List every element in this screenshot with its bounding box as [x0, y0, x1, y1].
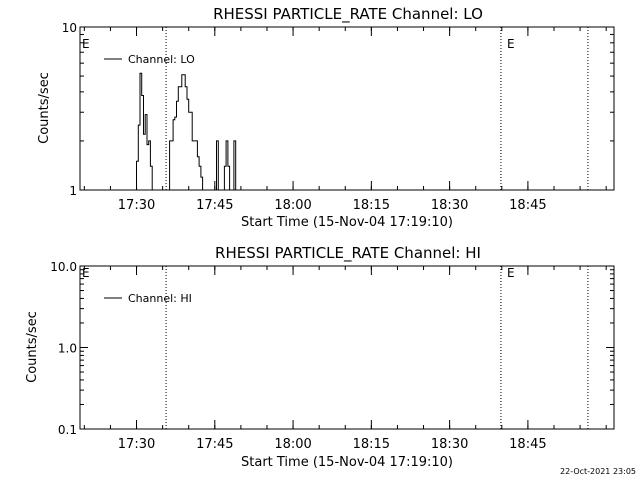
x-tick-label: 18:45: [509, 437, 546, 452]
panel-lo: RHESSI PARTICLE_RATE Channel: LO E E 1 10…: [37, 5, 615, 230]
chart-title: RHESSI PARTICLE_RATE Channel: LO: [213, 5, 483, 24]
x-tick-label: 18:00: [274, 198, 311, 213]
plot-frame: [79, 265, 615, 430]
legend-label: Channel: LO: [128, 53, 195, 66]
panel-hi: RHESSI PARTICLE_RATE Channel: HI E E 0.1…: [25, 244, 615, 470]
chart-title: RHESSI PARTICLE_RATE Channel: HI: [215, 244, 481, 263]
corner-marker: E: [82, 37, 90, 51]
x-tick-label: 17:45: [196, 437, 233, 452]
y-axis-ticks: 0.1 1.0 10.0: [50, 260, 614, 437]
x-tick-label: 18:15: [353, 437, 390, 452]
event-lines: [165, 27, 589, 190]
plot-frame: [79, 26, 615, 191]
x-tick-label: 18:45: [509, 198, 546, 213]
x-tick-label: 17:30: [118, 198, 155, 213]
x-axis-ticks: 17:30 17:45 18:00 18:15 18:30 18:45: [83, 266, 607, 452]
x-tick-label: 17:30: [118, 437, 155, 452]
event-lines: [165, 266, 589, 429]
event-line-label: E: [507, 37, 515, 51]
timestamp-footer: 22-Oct-2021 23:05: [560, 467, 636, 476]
x-tick-label: 18:15: [353, 198, 390, 213]
y-tick-label: 1: [69, 184, 77, 198]
legend-label: Channel: HI: [128, 292, 192, 305]
y-tick-label: 1.0: [58, 342, 77, 356]
y-tick-label: 10.0: [50, 260, 77, 274]
series-line-lo: [134, 72, 237, 191]
y-axis-label: Counts/sec: [37, 72, 52, 144]
y-axis-label: Counts/sec: [25, 311, 40, 383]
x-axis-label: Start Time (15-Nov-04 17:19:10): [241, 455, 453, 470]
x-axis-label: Start Time (15-Nov-04 17:19:10): [241, 215, 453, 230]
event-line-label: E: [507, 266, 515, 280]
corner-marker: E: [82, 266, 90, 280]
y-axis-ticks: 1 10: [62, 21, 614, 198]
x-axis-ticks: 17:30 17:45 18:00 18:15 18:30 18:45: [83, 27, 607, 213]
y-tick-label: 0.1: [58, 423, 77, 437]
x-tick-label: 18:30: [431, 437, 468, 452]
x-tick-label: 17:45: [196, 198, 233, 213]
y-tick-label: 10: [62, 21, 77, 35]
x-tick-label: 18:00: [274, 437, 311, 452]
x-tick-label: 18:30: [431, 198, 468, 213]
